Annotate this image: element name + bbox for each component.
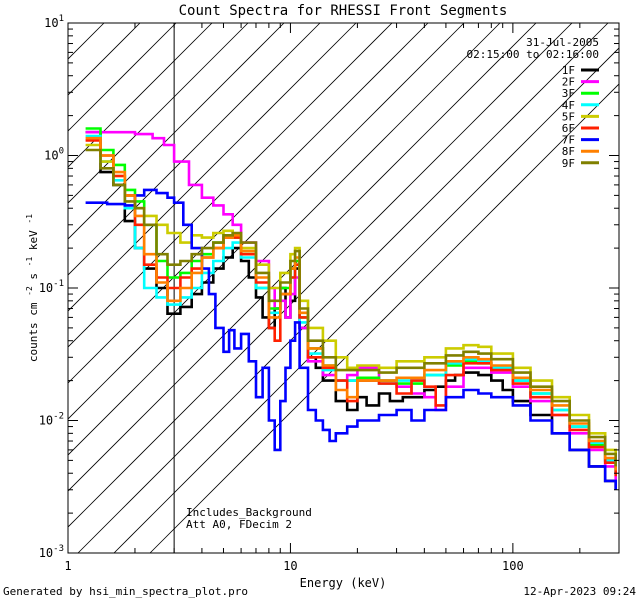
x-tick-label: 10 xyxy=(283,559,297,573)
series-line-7f xyxy=(85,188,617,490)
legend-label: 4F xyxy=(562,99,575,112)
series-line-4f xyxy=(85,134,617,474)
hatch-line xyxy=(68,23,501,456)
date-label: 31-Jul-2005 xyxy=(526,36,599,49)
shaded-region xyxy=(68,23,619,553)
legend-label: 5F xyxy=(562,110,575,123)
y-label-exp3: -1 xyxy=(25,214,34,224)
series-line-1f xyxy=(85,130,617,490)
series-line-2f xyxy=(85,130,617,481)
legend-label: 3F xyxy=(562,87,575,100)
hatch-line xyxy=(68,23,429,384)
y-tick-label: 10-3 xyxy=(39,544,64,560)
y-label-mid: s xyxy=(27,273,40,280)
series-line-9f xyxy=(85,148,617,467)
footer-generated-by: Generated by hsi_min_spectra_plot.pro xyxy=(3,585,248,598)
y-label-base: counts cm xyxy=(27,302,40,362)
hatch-line xyxy=(149,83,619,553)
y-tick-label: 100 xyxy=(44,147,64,163)
hatch-line xyxy=(68,23,285,240)
y-label-end: keV xyxy=(27,230,40,250)
legend-label: 8F xyxy=(562,145,575,158)
y-tick-label: 10-1 xyxy=(39,279,64,295)
time-range-label: 02:15:00 to 02:16:00 xyxy=(467,48,599,61)
chart-title: Count Spectra for RHESSI Front Segments xyxy=(179,3,508,19)
y-label-exp2: -1 xyxy=(25,257,34,267)
hatch-line xyxy=(113,47,619,553)
x-tick-label: 1 xyxy=(64,559,71,573)
hatch-line xyxy=(68,23,357,312)
y-axis-label: counts cm -2 s -1 keV -1 xyxy=(22,214,40,362)
legend-label: 2F xyxy=(562,76,575,89)
hatch-line xyxy=(68,23,573,528)
x-tick-label: 100 xyxy=(502,559,524,573)
series-line-5f xyxy=(85,143,617,461)
hatch-line xyxy=(68,23,321,276)
legend-label: 1F xyxy=(562,64,575,77)
hatch-line xyxy=(68,23,249,204)
legend-label: 9F xyxy=(562,157,575,170)
y-label-exp1: -2 xyxy=(25,286,34,296)
hatch-line xyxy=(68,23,177,132)
footer-timestamp: 12-Apr-2023 09:24 xyxy=(523,585,636,598)
y-tick-label: 101 xyxy=(44,14,64,30)
hatch-line xyxy=(77,23,609,553)
hatch-line xyxy=(68,23,393,348)
y-axis-ticks: 101 100 10-1 10-2 10-3 xyxy=(39,14,619,560)
y-tick-label: 10-2 xyxy=(39,412,64,428)
annotation-background: Includes_Background xyxy=(186,506,312,519)
x-axis-label: Energy (keV) xyxy=(300,576,387,590)
annotation-attenuator: Att A0, FDecim 2 xyxy=(186,518,292,531)
legend-label: 7F xyxy=(562,134,575,147)
x-axis-ticks: 1 10 100 xyxy=(64,23,620,573)
legend-label: 6F xyxy=(562,122,575,135)
hatch-line xyxy=(68,23,213,168)
series-group xyxy=(85,127,617,490)
